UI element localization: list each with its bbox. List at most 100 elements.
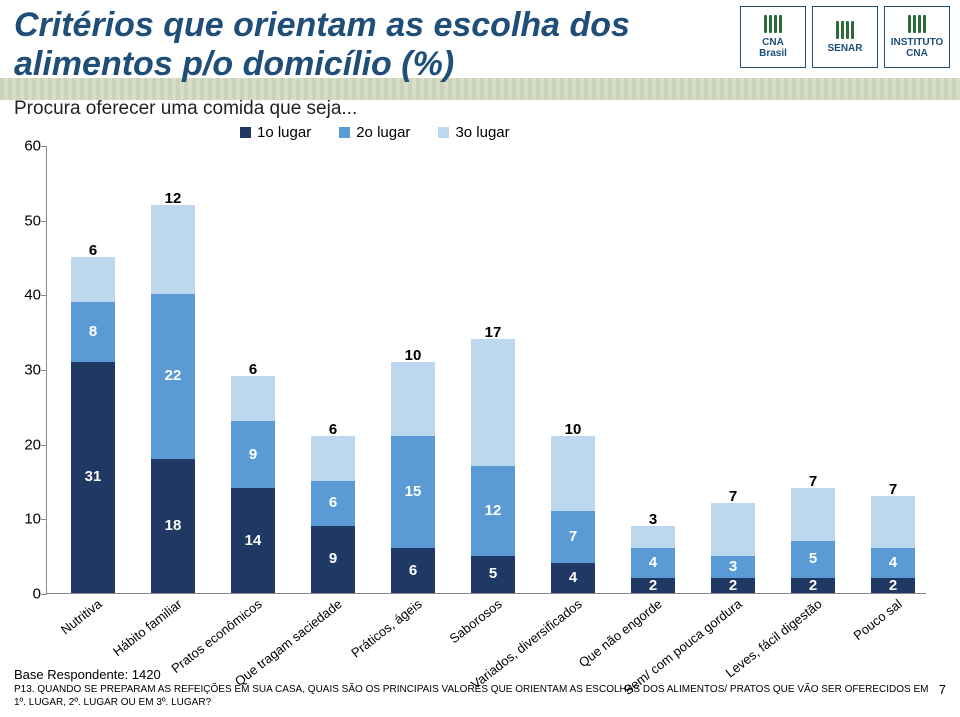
legend-swatch bbox=[438, 127, 449, 138]
bar-segment: 9 bbox=[231, 421, 275, 488]
legend-swatch bbox=[240, 127, 251, 138]
x-label: Pouco sal bbox=[850, 596, 904, 643]
x-label: Hábito familiar bbox=[110, 596, 185, 659]
legend-item: 2o lugar bbox=[339, 124, 410, 141]
bar-value: 3 bbox=[711, 558, 755, 575]
bar-value: 14 bbox=[231, 532, 275, 549]
x-label: Nutritiva bbox=[58, 596, 105, 637]
bar-value: 7 bbox=[791, 473, 835, 490]
bar-value: 7 bbox=[871, 481, 915, 498]
bar-segment: 6 bbox=[71, 257, 115, 302]
bar-segment: 5 bbox=[791, 541, 835, 578]
y-label: 20 bbox=[13, 436, 41, 453]
bar-value: 18 bbox=[151, 517, 195, 534]
bar-segment: 2 bbox=[631, 578, 675, 593]
bar-value: 2 bbox=[871, 577, 915, 594]
footer-question: P13. QUANDO SE PREPARAM AS REFEIÇÕES EM … bbox=[14, 684, 930, 709]
bar-segment: 17 bbox=[471, 339, 515, 466]
bar-segment: 4 bbox=[551, 563, 595, 593]
bar-segment: 3 bbox=[711, 556, 755, 578]
legend-item: 3o lugar bbox=[438, 124, 509, 141]
bar-value: 7 bbox=[551, 528, 595, 545]
x-label: Saborosos bbox=[446, 596, 504, 646]
bar-value: 2 bbox=[631, 577, 675, 594]
bar-segment: 7 bbox=[791, 488, 835, 540]
y-tick bbox=[41, 519, 47, 520]
bar-segment: 3 bbox=[631, 526, 675, 548]
y-tick bbox=[41, 221, 47, 222]
bar-value: 6 bbox=[311, 421, 355, 438]
footer: Base Respondente: 1420 P13. QUANDO SE PR… bbox=[14, 667, 930, 709]
page-number: 7 bbox=[939, 682, 946, 697]
bar-segment: 4 bbox=[631, 548, 675, 578]
bar-value: 10 bbox=[391, 347, 435, 364]
logo: SENAR bbox=[812, 6, 878, 68]
y-label: 0 bbox=[13, 586, 41, 603]
page-subtitle: Procura oferecer uma comida que seja... bbox=[14, 98, 357, 120]
logo: INSTITUTOCNA bbox=[884, 6, 950, 68]
y-label: 60 bbox=[13, 138, 41, 155]
x-label: Práticos, ágeis bbox=[348, 596, 424, 660]
y-tick bbox=[41, 594, 47, 595]
y-tick bbox=[41, 295, 47, 296]
title-line2: alimentos p/o domicílio (%) bbox=[14, 45, 454, 83]
bar-segment: 2 bbox=[711, 578, 755, 593]
y-tick bbox=[41, 370, 47, 371]
bar-segment: 18 bbox=[151, 459, 195, 593]
bar-value: 6 bbox=[231, 361, 275, 378]
bar-value: 10 bbox=[551, 421, 595, 438]
bar-segment: 14 bbox=[231, 488, 275, 593]
y-tick bbox=[41, 445, 47, 446]
bar-segment: 22 bbox=[151, 294, 195, 458]
bar-segment: 15 bbox=[391, 436, 435, 548]
bar-value: 17 bbox=[471, 324, 515, 341]
bar-value: 8 bbox=[71, 323, 115, 340]
footer-base: Base Respondente: 1420 bbox=[14, 667, 930, 683]
legend-swatch bbox=[339, 127, 350, 138]
legend-item: 1o lugar bbox=[240, 124, 311, 141]
bar-value: 7 bbox=[711, 488, 755, 505]
bar-segment: 6 bbox=[311, 436, 355, 481]
bar-value: 5 bbox=[471, 565, 515, 582]
bar-segment: 9 bbox=[311, 526, 355, 593]
logo-row: CNABrasilSENARINSTITUTOCNA bbox=[740, 6, 950, 68]
bar-value: 4 bbox=[551, 569, 595, 586]
bar-segment: 5 bbox=[471, 556, 515, 593]
bar-segment: 6 bbox=[391, 548, 435, 593]
bar-segment: 10 bbox=[391, 362, 435, 437]
bar-segment: 8 bbox=[71, 302, 115, 362]
bar-segment: 10 bbox=[551, 436, 595, 511]
bar-value: 5 bbox=[791, 550, 835, 567]
bar-segment: 7 bbox=[871, 496, 915, 548]
bar-segment: 12 bbox=[151, 205, 195, 295]
bar-value: 3 bbox=[631, 511, 675, 528]
x-label: Que não engorde bbox=[576, 596, 665, 670]
y-label: 30 bbox=[13, 362, 41, 379]
y-label: 10 bbox=[13, 511, 41, 528]
legend-label: 2o lugar bbox=[356, 124, 410, 141]
bar-value: 2 bbox=[791, 577, 835, 594]
y-label: 40 bbox=[13, 287, 41, 304]
bar-segment: 7 bbox=[551, 511, 595, 563]
legend-label: 3o lugar bbox=[455, 124, 509, 141]
bar-value: 4 bbox=[871, 554, 915, 571]
bar-chart: 01020304050603186Nutritiva182212Hábito f… bbox=[46, 146, 926, 594]
bar-value: 22 bbox=[151, 367, 195, 384]
bar-value: 9 bbox=[311, 550, 355, 567]
bar-segment: 6 bbox=[231, 376, 275, 421]
bar-value: 12 bbox=[151, 190, 195, 207]
bar-value: 6 bbox=[391, 562, 435, 579]
bar-value: 6 bbox=[311, 494, 355, 511]
bar-value: 2 bbox=[711, 577, 755, 594]
bar-segment: 2 bbox=[791, 578, 835, 593]
y-tick bbox=[41, 146, 47, 147]
bar-segment: 31 bbox=[71, 362, 115, 593]
bar-value: 4 bbox=[631, 554, 675, 571]
bar-value: 6 bbox=[71, 242, 115, 259]
bar-segment: 4 bbox=[871, 548, 915, 578]
bar-segment: 6 bbox=[311, 481, 355, 526]
legend-label: 1o lugar bbox=[257, 124, 311, 141]
bar-value: 9 bbox=[231, 446, 275, 463]
logo: CNABrasil bbox=[740, 6, 806, 68]
plot-area: 01020304050603186Nutritiva182212Hábito f… bbox=[46, 146, 926, 594]
